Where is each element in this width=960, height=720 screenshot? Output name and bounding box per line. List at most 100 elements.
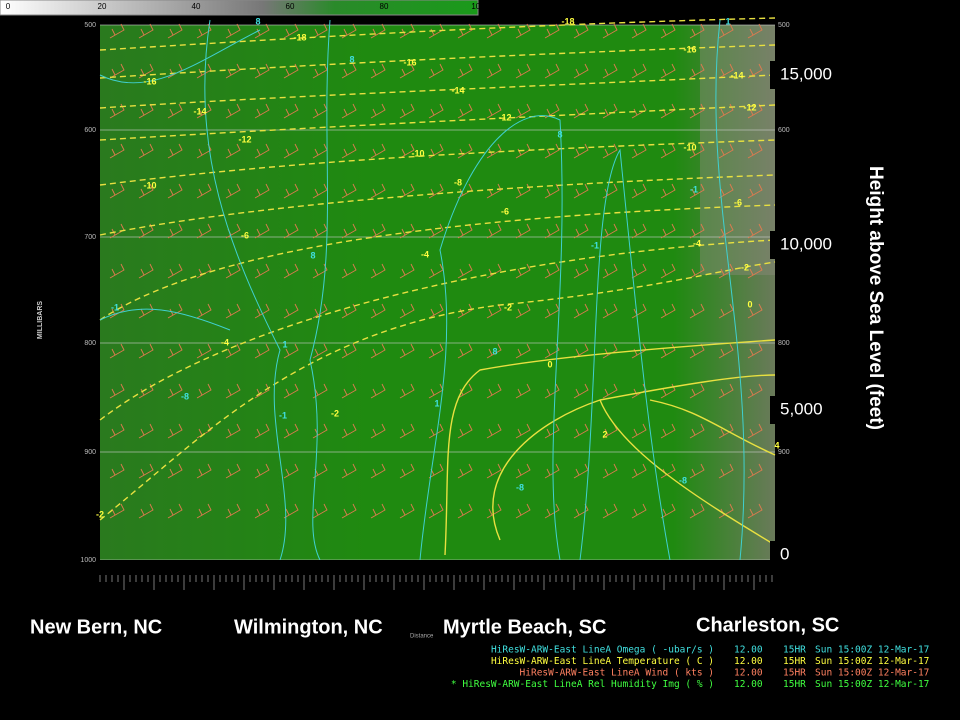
wind-barb: [399, 423, 415, 439]
wind-barb: [515, 503, 531, 519]
legend-value: 12.00: [734, 656, 763, 667]
wind-barb: [602, 23, 618, 39]
wind-barb: [138, 463, 154, 479]
wind-barb: [428, 383, 444, 399]
wind-barb: [109, 343, 125, 359]
pressure-label: 900: [84, 449, 96, 456]
wind-barb: [486, 303, 502, 319]
wind-barb: [544, 503, 560, 519]
y-axis-label: MILLIBARS: [37, 301, 44, 339]
wind-barb: [138, 423, 154, 439]
legend-time: Sun 15:00Z 12-Mar-17: [815, 645, 929, 656]
wind-barb: [341, 503, 357, 519]
city-label: Wilmington, NC: [234, 616, 383, 638]
wind-barb: [602, 183, 618, 199]
legend-time: Sun 15:00Z 12-Mar-17: [815, 656, 929, 667]
wind-barb: [515, 343, 531, 359]
legend-forecast: 15HR: [783, 668, 806, 679]
wind-barb: [225, 263, 241, 279]
distance-label: Distance: [410, 634, 434, 640]
wind-barb: [631, 143, 647, 159]
colorbar: [0, 0, 479, 16]
pressure-label: 500: [84, 22, 96, 29]
height-label-bg: [770, 541, 800, 569]
temperature-label: -2: [96, 509, 104, 519]
legend-name: HiResW-ARW-East LineA Omega ( -ubar/s ): [491, 645, 714, 656]
wind-barb: [138, 143, 154, 159]
wind-barb: [631, 103, 647, 119]
wind-barb: [631, 23, 647, 39]
wind-barb: [196, 463, 212, 479]
wind-barb: [660, 223, 676, 239]
wind-barb: [399, 463, 415, 479]
wind-barb: [196, 103, 212, 119]
wind-barb: [631, 463, 647, 479]
wind-barb: [283, 223, 299, 239]
temperature-label: -10: [683, 142, 696, 152]
wind-barb: [341, 63, 357, 79]
temperature-label: -14: [193, 106, 206, 116]
wind-barb: [457, 423, 473, 439]
wind-barb: [254, 343, 270, 359]
colorbar-tick: 60: [286, 2, 295, 11]
wind-barb: [283, 23, 299, 39]
wind-barb: [573, 383, 589, 399]
legend-name: HiResW-ARW-East LineA Temperature ( C ): [491, 656, 714, 667]
wind-barb: [428, 103, 444, 119]
colorbar-tick: 40: [192, 2, 201, 11]
wind-barb: [747, 183, 763, 199]
wind-barb: [399, 263, 415, 279]
wind-barb: [486, 63, 502, 79]
temperature-label: -12: [238, 134, 251, 144]
omega-label: -8: [679, 475, 687, 485]
city-label: Charleston, SC: [696, 614, 839, 636]
wind-barb: [167, 503, 183, 519]
wind-barb: [602, 503, 618, 519]
wind-barb: [689, 343, 705, 359]
wind-barb: [747, 63, 763, 79]
wind-barb: [370, 183, 386, 199]
wind-barb: [631, 503, 647, 519]
wind-barb: [109, 143, 125, 159]
wind-barb: [399, 383, 415, 399]
legend-forecast: 15HR: [783, 645, 806, 656]
city-label: Myrtle Beach, SC: [443, 616, 606, 638]
colorbar-tick: 80: [380, 2, 389, 11]
wind-barb: [167, 343, 183, 359]
wind-barb: [718, 143, 734, 159]
wind-barb: [544, 423, 560, 439]
wind-barb: [225, 343, 241, 359]
wind-barb: [341, 383, 357, 399]
wind-barb: [515, 23, 531, 39]
wind-barb: [689, 423, 705, 439]
wind-barb: [573, 343, 589, 359]
temperature-label: -4: [221, 337, 229, 347]
wind-barb: [718, 423, 734, 439]
height-label-bg: [770, 396, 840, 424]
wind-barb: [399, 143, 415, 159]
pressure-label-right: 900: [778, 449, 790, 456]
wind-barb: [196, 183, 212, 199]
wind-barb: [399, 223, 415, 239]
wind-barb: [486, 423, 502, 439]
wind-barb: [341, 103, 357, 119]
wind-barb: [660, 23, 676, 39]
wind-barb: [544, 223, 560, 239]
wind-barb: [225, 303, 241, 319]
colorbar-tick: 100: [471, 2, 485, 11]
wind-barb: [254, 63, 270, 79]
wind-barb: [254, 103, 270, 119]
dry-region: [700, 25, 775, 275]
wind-barb: [747, 383, 763, 399]
wind-barb: [573, 223, 589, 239]
omega-contours: [99, 19, 745, 561]
city-label: New Bern, NC: [30, 616, 162, 638]
height-label: 15,000: [780, 64, 832, 83]
wind-barb: [167, 423, 183, 439]
temperature-label: -8: [454, 177, 462, 187]
wind-barb: [457, 263, 473, 279]
wind-barb: [573, 183, 589, 199]
wind-barb: [602, 223, 618, 239]
legend-time: Sun 15:00Z 12-Mar-17: [815, 679, 929, 690]
